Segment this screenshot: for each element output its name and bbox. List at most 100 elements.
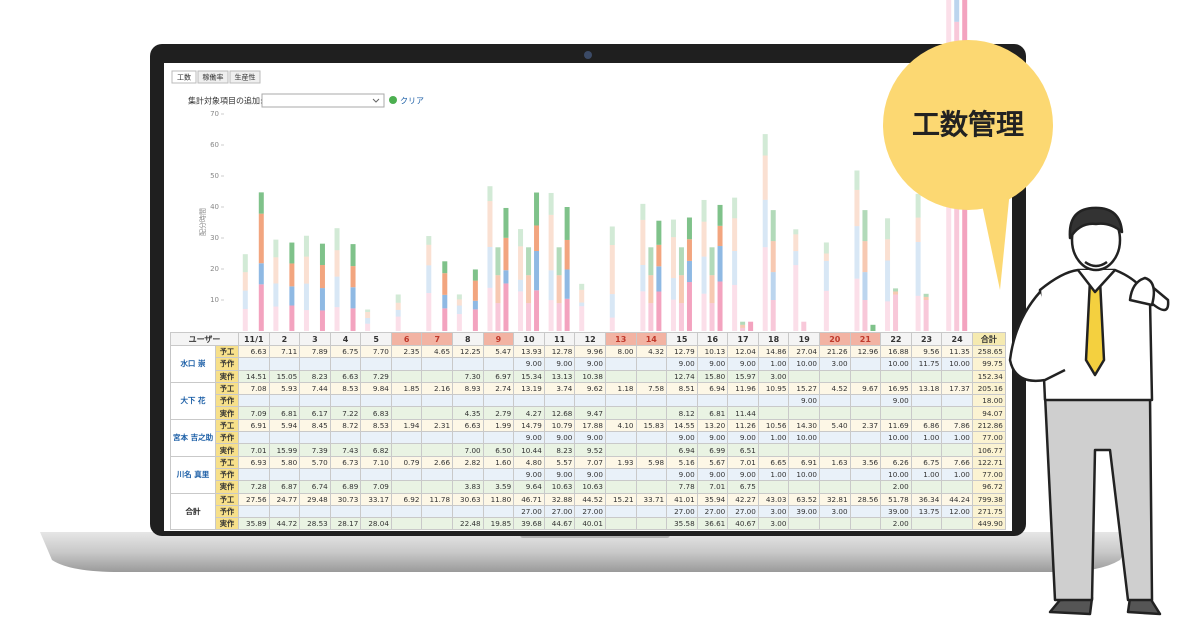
cell: 21.26 [818, 344, 851, 359]
cell: 3.59 [482, 480, 515, 494]
cell: 13.75 [910, 504, 943, 519]
tab[interactable] [229, 70, 261, 84]
cell: 12.96 [849, 344, 882, 359]
cell: 1.18 [604, 381, 637, 396]
cell: 9.62 [574, 381, 606, 396]
row-type: 実作 [215, 517, 239, 531]
empty-cell [880, 406, 912, 420]
cell: 14.30 [788, 418, 820, 433]
empty-cell [604, 394, 637, 408]
clear-button[interactable]: クリア [400, 97, 424, 106]
tab-label[interactable]: 生産性 [235, 73, 256, 82]
user-name: 水口 崇 [170, 345, 216, 383]
empty-cell [329, 394, 362, 408]
bar-segment [793, 265, 799, 331]
empty-cell [513, 394, 545, 408]
cell: 17.88 [574, 418, 606, 433]
tab-label[interactable]: 工数 [177, 73, 191, 82]
cell: 9.52 [574, 443, 606, 457]
bar-segment [670, 299, 676, 331]
cell: 22.48 [452, 517, 484, 531]
data-row: 予作 9.00 9.00 9.00 9.00 9.00 9.00 1.00 10.00 10.00… [171, 467, 1006, 482]
empty-cell [604, 517, 637, 531]
empty-cell [329, 357, 362, 371]
empty-cell [421, 443, 454, 457]
tab[interactable] [171, 70, 197, 84]
laptop-base [40, 532, 1135, 572]
bar-segment [717, 204, 723, 226]
cell: 15.27 [788, 381, 820, 396]
cell: 9.00 [574, 467, 606, 482]
clear-icon[interactable] [389, 96, 397, 104]
data-row: 実作 7.28 6.87 6.74 6.89 7.09 3.83 3.59 9.64 10.63 1… [171, 480, 1006, 494]
column-header: 2 [268, 332, 301, 346]
bar-segment [709, 275, 715, 304]
bar-segment [862, 241, 868, 273]
cell: 1.00 [941, 467, 973, 482]
cell: 10.00 [788, 357, 820, 371]
filter-label: 集計対象項目の追加: [188, 96, 263, 106]
bar-segment [923, 296, 929, 300]
bar-segment [678, 275, 684, 304]
bar-segment [472, 300, 478, 310]
empty-cell [604, 431, 637, 445]
bar-segment [303, 256, 309, 284]
empty-cell [543, 394, 576, 408]
bar-segment [487, 287, 493, 331]
cell: 9.00 [727, 357, 759, 371]
bar-segment [823, 290, 829, 331]
cell: 12.79 [666, 344, 698, 359]
cell: 5.94 [268, 418, 301, 433]
bar-segment [962, 0, 968, 331]
cell: 7.70 [360, 344, 392, 359]
bar-segment [456, 299, 462, 306]
bar-segment [732, 197, 738, 219]
cell: 271.75 [971, 504, 1006, 519]
bar-segment [495, 275, 501, 304]
bar-segment [686, 217, 692, 240]
cell: 12.04 [727, 344, 759, 359]
bar-segment [495, 247, 501, 276]
cell: 1.00 [910, 431, 943, 445]
bar-segment [717, 225, 723, 247]
bar-segment [365, 311, 371, 318]
tab[interactable] [197, 70, 229, 84]
cell: 10.00 [788, 467, 820, 482]
empty-cell [757, 394, 790, 408]
bar-segment [801, 321, 807, 331]
bar-segment [548, 214, 554, 271]
cell: 2.66 [421, 455, 454, 469]
filter-select[interactable] [261, 93, 385, 108]
cell: 28.04 [360, 517, 392, 531]
cell: 0.79 [390, 455, 423, 469]
cell: 13.93 [513, 344, 545, 359]
bar-segment [526, 303, 532, 331]
cell: 18.00 [971, 394, 1006, 408]
cell: 6.97 [482, 369, 515, 383]
cell: 3.00 [818, 357, 851, 371]
cell: 6.81 [268, 406, 301, 420]
empty-cell [268, 504, 301, 519]
cell: 2.35 [390, 344, 423, 359]
tab-label[interactable]: 稼働率 [203, 73, 224, 82]
bar-segment [456, 314, 462, 331]
cell: 6.26 [880, 455, 912, 469]
cell: 2.37 [849, 418, 882, 433]
bar-segment [273, 257, 279, 284]
cell: 6.87 [268, 480, 301, 494]
cell: 13.13 [543, 369, 576, 383]
cell: 8.72 [329, 418, 362, 433]
empty-cell [421, 369, 454, 383]
bar-segment [770, 300, 776, 331]
bar-segment [762, 134, 768, 156]
cell: 27.00 [513, 504, 545, 519]
row-type: 予作 [215, 394, 239, 408]
empty-cell [390, 517, 423, 531]
data-row: 水口 崇予工 6.63 7.11 7.89 6.75 7.70 2.35 4.65 12.25 5… [170, 344, 1006, 383]
cell: 27.00 [574, 504, 606, 519]
cell: 106.77 [971, 443, 1006, 457]
bar-segment [503, 270, 509, 284]
bar-segment [303, 283, 309, 311]
cell: 10.63 [574, 480, 606, 494]
